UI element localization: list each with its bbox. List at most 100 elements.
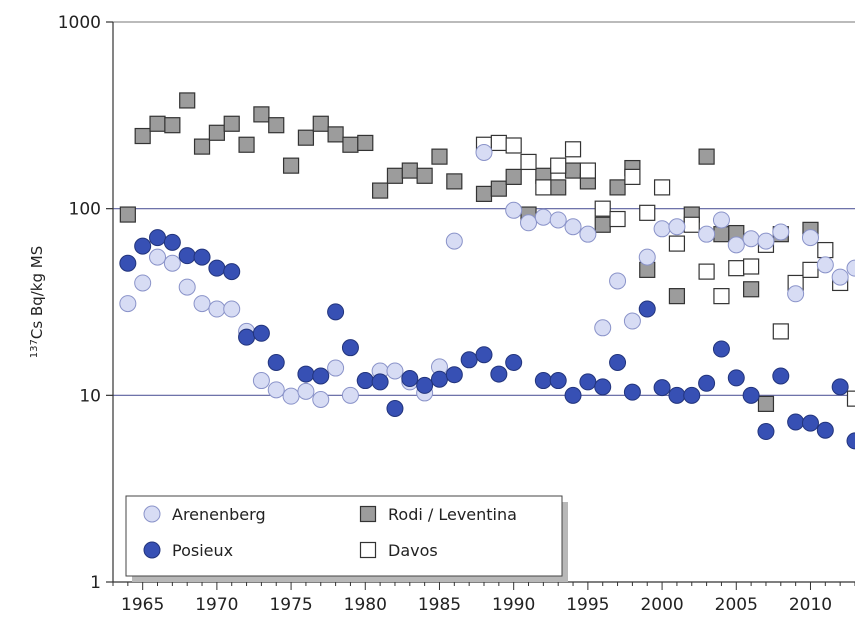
point-davos <box>713 288 730 305</box>
x-tick-label: 1980 <box>344 595 387 615</box>
point-posieux <box>787 413 805 431</box>
point-davos <box>772 323 789 340</box>
point-posieux <box>683 386 701 404</box>
point-rodi-leventina <box>550 179 567 196</box>
point-arenenberg <box>609 272 627 290</box>
y-tick-label: 100 <box>69 200 101 220</box>
point-rodi-leventina <box>134 127 151 145</box>
point-rodi-leventina <box>668 288 686 305</box>
point-posieux <box>149 229 167 247</box>
point-posieux <box>267 353 285 371</box>
point-rodi-leventina <box>372 182 389 199</box>
point-arenenberg <box>149 248 167 266</box>
point-arenenberg <box>267 381 285 399</box>
point-davos <box>520 153 537 171</box>
point-posieux <box>653 379 671 397</box>
point-arenenberg <box>386 362 404 380</box>
point-rodi-leventina <box>297 129 315 146</box>
point-rodi-leventina <box>342 136 359 153</box>
point-rodi-leventina <box>713 226 730 243</box>
point-arenenberg <box>134 274 152 292</box>
point-arenenberg <box>579 225 597 243</box>
point-rodi-leventina <box>475 185 493 202</box>
point-rodi-leventina <box>431 148 448 165</box>
point-posieux <box>801 414 819 432</box>
point-rodi-leventina <box>253 106 270 123</box>
point-posieux <box>223 263 241 281</box>
point-posieux <box>475 346 493 364</box>
point-arenenberg <box>549 211 567 229</box>
point-arenenberg <box>534 208 552 226</box>
point-rodi-leventina <box>193 138 211 155</box>
point-posieux <box>297 365 315 383</box>
point-posieux <box>163 233 181 251</box>
point-posieux <box>252 324 270 342</box>
point-rodi-leventina <box>238 136 255 153</box>
point-arenenberg <box>787 285 805 303</box>
point-arenenberg <box>520 214 538 232</box>
legend-label-posieux: Posieux <box>172 541 233 560</box>
point-arenenberg <box>282 387 300 405</box>
point-davos <box>817 241 834 259</box>
data-points <box>119 92 855 450</box>
point-arenenberg <box>638 248 656 266</box>
legend-marker-arenenberg <box>143 505 161 523</box>
point-davos <box>846 390 855 407</box>
point-rodi-leventina <box>268 117 285 134</box>
point-posieux <box>208 259 226 277</box>
x-tick-label: 1995 <box>566 595 609 615</box>
point-posieux <box>846 432 855 450</box>
point-arenenberg <box>757 232 775 250</box>
plot-background <box>113 22 855 582</box>
y-tick-label: 10 <box>79 386 101 406</box>
point-arenenberg <box>712 211 730 229</box>
point-posieux <box>430 370 448 388</box>
point-posieux <box>341 339 359 357</box>
point-arenenberg <box>623 312 641 330</box>
point-arenenberg <box>668 218 686 236</box>
point-arenenberg <box>297 382 315 400</box>
point-rodi-leventina <box>386 167 404 184</box>
legend-label-rodi-leventina: Rodi / Leventina <box>388 505 517 524</box>
point-posieux <box>698 374 716 392</box>
x-tick-label: 1990 <box>492 595 535 615</box>
y-tick-label: 1000 <box>58 13 101 33</box>
point-davos <box>535 179 552 196</box>
point-rodi-leventina <box>564 162 582 179</box>
point-arenenberg <box>698 225 716 243</box>
point-rodi-leventina <box>179 92 196 109</box>
x-tick-label: 2005 <box>715 595 758 615</box>
x-tick-label: 1970 <box>195 595 238 615</box>
point-posieux <box>534 372 552 390</box>
point-posieux <box>668 386 686 404</box>
y-ticks: 1 10 100 1000 <box>58 13 113 593</box>
point-posieux <box>757 423 775 441</box>
point-posieux <box>356 372 374 390</box>
point-rodi-leventina <box>223 115 240 132</box>
point-posieux <box>193 248 211 266</box>
point-davos <box>639 204 656 221</box>
point-arenenberg <box>772 223 790 241</box>
point-davos <box>653 179 671 196</box>
point-arenenberg <box>327 359 345 377</box>
point-davos <box>668 235 686 252</box>
legend-marker-davos <box>359 541 377 559</box>
point-posieux <box>609 353 627 371</box>
point-posieux <box>742 386 760 404</box>
point-rodi-leventina <box>401 162 418 179</box>
point-rodi-leventina <box>757 395 775 412</box>
point-posieux <box>505 353 523 371</box>
point-posieux <box>549 372 567 390</box>
point-rodi-leventina <box>327 126 344 143</box>
point-rodi-leventina <box>743 281 760 298</box>
point-davos <box>505 137 522 154</box>
point-rodi-leventina <box>446 173 463 190</box>
point-davos <box>564 141 582 158</box>
legend-label-davos: Davos <box>388 541 438 560</box>
point-arenenberg <box>252 372 270 390</box>
x-tick-label: 2000 <box>640 595 683 615</box>
legend-box <box>125 495 563 577</box>
legend: Arenenberg Posieux Rodi / Leventina Davos <box>125 495 568 582</box>
point-posieux <box>327 303 345 321</box>
point-rodi-leventina <box>594 216 611 233</box>
